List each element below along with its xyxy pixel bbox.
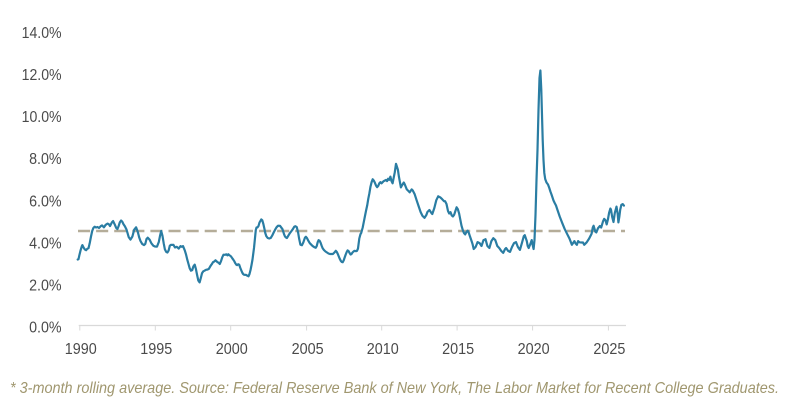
svg-text:8.0%: 8.0% — [29, 151, 62, 168]
svg-text:10.0%: 10.0% — [22, 109, 62, 126]
svg-text:4.0%: 4.0% — [29, 235, 62, 252]
svg-text:0.0%: 0.0% — [29, 320, 62, 337]
svg-text:2000: 2000 — [216, 341, 248, 358]
svg-text:6.0%: 6.0% — [29, 193, 62, 210]
svg-text:2010: 2010 — [367, 341, 399, 358]
svg-text:2020: 2020 — [518, 341, 550, 358]
svg-text:2025: 2025 — [593, 341, 625, 358]
svg-text:12.0%: 12.0% — [22, 67, 62, 84]
svg-text:* 3-month rolling average. Sou: * 3-month rolling average. Source: Feder… — [10, 380, 779, 397]
svg-text:1990: 1990 — [65, 341, 97, 358]
svg-text:2.0%: 2.0% — [29, 277, 62, 294]
svg-text:2015: 2015 — [442, 341, 474, 358]
svg-text:2005: 2005 — [292, 341, 324, 358]
svg-text:1995: 1995 — [140, 341, 172, 358]
svg-text:14.0%: 14.0% — [22, 25, 62, 42]
